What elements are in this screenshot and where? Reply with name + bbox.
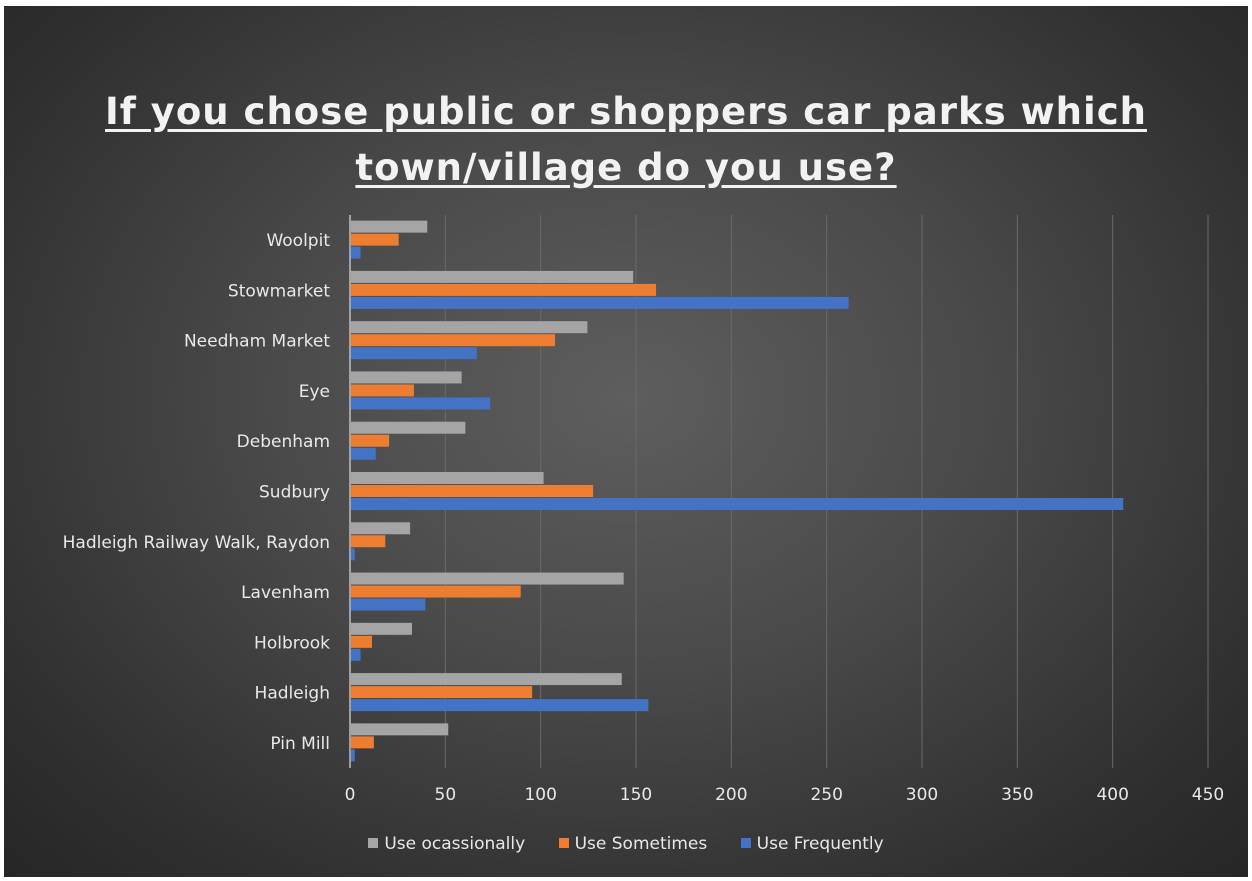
legend-label-sometimes: Use Sometimes: [574, 834, 708, 854]
bar: [351, 321, 588, 334]
bar: [351, 434, 390, 447]
bar: [351, 296, 849, 309]
legend-label-occasionally: Use ocassionally: [384, 834, 526, 854]
bar: [351, 723, 449, 736]
x-tick-label: 300: [906, 785, 938, 805]
bar: [351, 635, 372, 648]
category-label: Woolpit: [266, 231, 330, 251]
bar: [351, 548, 355, 561]
bar: [351, 585, 521, 598]
bar: [351, 535, 386, 548]
legend-item-occasionally: Use ocassionally: [368, 834, 525, 854]
category-label: Lavenham: [241, 583, 330, 603]
legend-item-sometimes: Use Sometimes: [558, 834, 708, 854]
bar: [351, 371, 462, 384]
bar: [351, 673, 622, 686]
bar: [351, 485, 594, 497]
category-labels: Woolpit Stowmarket Needham Market Eye Debenh…: [63, 231, 331, 754]
x-tick-label: 150: [620, 785, 652, 805]
bar: [351, 283, 657, 296]
bar: [351, 334, 556, 347]
bar: [351, 736, 374, 749]
bar: [351, 220, 428, 233]
bars: [351, 220, 1124, 762]
bar: [351, 397, 491, 410]
category-label: Eye: [299, 382, 330, 402]
category-label: Pin Mill: [270, 734, 330, 754]
bar: [351, 270, 634, 283]
chart-area: If you chose public or shoppers car park…: [4, 6, 1248, 877]
category-label: Hadleigh: [255, 684, 330, 704]
bar: [351, 522, 411, 535]
legend-label-frequently: Use Frequently: [756, 834, 884, 854]
chart-title: If you chose public or shoppers car park…: [4, 84, 1248, 196]
bar: [351, 699, 649, 712]
legend-swatch-sometimes: [558, 838, 569, 848]
bar-chart: Woolpit Stowmarket Needham Market Eye Debenh…: [63, 215, 1225, 805]
x-tick-label: 350: [1001, 785, 1033, 805]
bar: [351, 572, 624, 585]
x-tick-label: 450: [1192, 785, 1224, 805]
bar: [351, 347, 477, 360]
bar: [351, 686, 533, 699]
category-label: Stowmarket: [228, 281, 330, 301]
bar: [351, 749, 355, 762]
bar: [351, 384, 414, 397]
x-tick-labels: 0 50 100 150 200 250 300 350 400 450: [345, 785, 1225, 805]
category-label: Hadleigh Railway Walk, Raydon: [63, 533, 330, 553]
bar: [351, 648, 361, 661]
legend-swatch-occasionally: [368, 838, 379, 848]
x-tick-label: 250: [810, 785, 842, 805]
bar: [351, 246, 361, 259]
bar: [351, 472, 544, 484]
bar: [351, 421, 466, 434]
x-tick-label: 200: [715, 785, 747, 805]
x-tick-label: 100: [524, 785, 556, 805]
bar: [351, 622, 413, 635]
category-label: Needham Market: [184, 332, 330, 352]
bar: [351, 447, 376, 460]
chart-title-line-2: town/village do you use?: [355, 146, 897, 189]
category-label: Holbrook: [254, 633, 330, 653]
category-label: Debenham: [237, 432, 330, 452]
x-tick-label: 0: [345, 785, 356, 805]
x-tick-label: 50: [435, 785, 457, 805]
bar: [351, 498, 1124, 510]
legend-item-frequently: Use Frequently: [740, 834, 884, 854]
bar: [351, 598, 426, 611]
category-label: Sudbury: [259, 483, 330, 503]
chart-title-line-1: If you chose public or shoppers car park…: [105, 90, 1147, 133]
legend: Use ocassionally Use Sometimes Use Frequ…: [4, 834, 1248, 854]
bar: [351, 233, 399, 246]
legend-swatch-frequently: [740, 838, 751, 848]
x-tick-label: 400: [1096, 785, 1128, 805]
